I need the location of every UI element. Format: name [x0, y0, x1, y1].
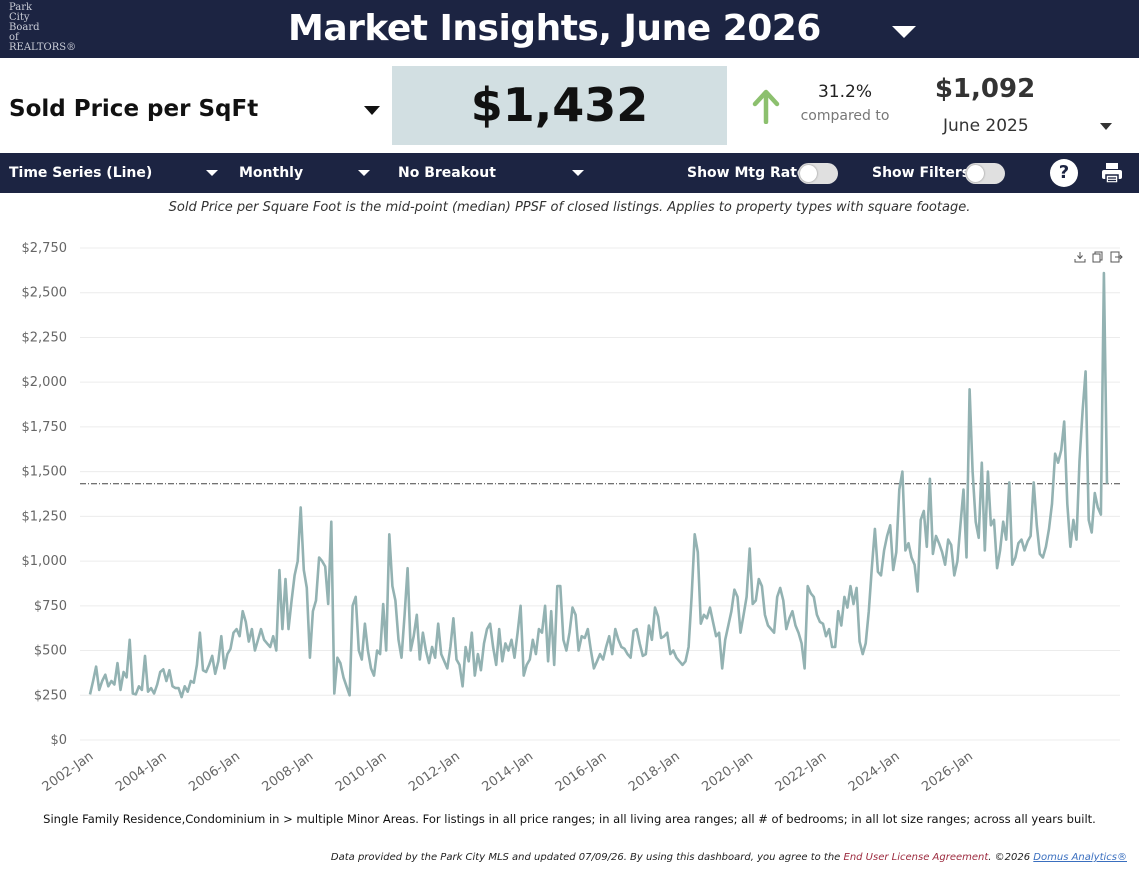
- y-tick-label: $1,750: [22, 420, 68, 435]
- prior-period-dropdown[interactable]: June 2025: [943, 116, 1029, 136]
- x-tick-label: 2016-Jan: [553, 749, 610, 795]
- x-tick-label: 2006-Jan: [186, 749, 243, 795]
- caret-down-icon[interactable]: [358, 170, 370, 176]
- print-icon[interactable]: [1100, 161, 1124, 185]
- logo-line-2: City: [9, 12, 30, 23]
- filters-label: Show Filters:: [872, 165, 976, 181]
- logo-line-4: of: [9, 32, 19, 43]
- caret-down-icon: [364, 106, 380, 115]
- help-button[interactable]: ?: [1050, 159, 1078, 187]
- interval-label: Monthly: [239, 165, 304, 181]
- x-tick-label: 2022-Jan: [773, 749, 830, 795]
- footer: Data provided by the Park City MLS and u…: [331, 852, 1127, 863]
- filters-note: Single Family Residence,Condominium in >…: [43, 812, 1096, 826]
- x-tick-label: 2014-Jan: [480, 749, 537, 795]
- caret-down-icon[interactable]: [572, 170, 584, 176]
- y-tick-label: $500: [34, 644, 67, 659]
- x-tick-label: 2010-Jan: [333, 749, 390, 795]
- eula-link[interactable]: End User License Agreement: [843, 852, 989, 863]
- compared-label: compared to: [800, 108, 890, 124]
- export-icon[interactable]: [1110, 251, 1123, 263]
- footer-text-copyright: . ©2026: [988, 852, 1034, 863]
- y-tick-label: $250: [34, 688, 67, 703]
- y-tick-label: $2,500: [22, 286, 68, 301]
- logo-line-5: REALTORS®: [9, 42, 77, 53]
- y-tick-label: $0: [50, 733, 67, 748]
- caret-down-icon[interactable]: [206, 170, 218, 176]
- y-tick-label: $1,250: [22, 509, 68, 524]
- mtg-rate-label: Show Mtg Rate:: [687, 165, 813, 181]
- metric-description: Sold Price per Square Foot is the mid-po…: [168, 200, 971, 215]
- caret-down-icon[interactable]: [1100, 123, 1112, 130]
- metric-label: Sold Price per SqFt: [9, 96, 259, 122]
- x-tick-label: 2008-Jan: [260, 749, 317, 795]
- kpi-value: $1,432: [470, 78, 649, 132]
- x-tick-label: 2026-Jan: [919, 749, 976, 795]
- download-icon[interactable]: [1074, 252, 1086, 263]
- breakout-label: No Breakout: [398, 165, 496, 181]
- logo-line-3: Board: [9, 22, 40, 33]
- x-tick-label: 2018-Jan: [626, 749, 683, 795]
- arrow-up-icon: [752, 89, 780, 124]
- kpi-value-box: $1,432: [392, 66, 727, 145]
- time-series-chart: $0 $250 $500 $750 $1,000 $1,250 $1,500 $1,750 $2…: [22, 241, 1120, 795]
- series-line: [88, 271, 1109, 699]
- y-tick-label: $1,000: [22, 554, 68, 569]
- chart-type-dropdown[interactable]: Time Series (Line): [9, 153, 152, 193]
- y-tick-label: $2,000: [22, 375, 68, 390]
- x-tick-label: 2020-Jan: [699, 749, 756, 795]
- filters-toggle[interactable]: [965, 163, 1005, 184]
- x-tick-label: 2002-Jan: [40, 749, 97, 795]
- domus-analytics-link[interactable]: Domus Analytics®: [1033, 852, 1127, 863]
- change-percent: 31.2%: [817, 82, 872, 102]
- footer-text: Data provided by the Park City MLS and u…: [330, 852, 844, 863]
- page-title: Market Insights, June 2026: [288, 8, 821, 49]
- y-tick-label: $2,750: [22, 241, 68, 256]
- toolbar: Time Series (Line) Monthly No Breakout S…: [0, 153, 1139, 193]
- toggle-knob: [800, 165, 817, 182]
- copy-icon[interactable]: [1092, 251, 1103, 263]
- x-tick-label: 2012-Jan: [406, 749, 463, 795]
- prior-value: $1,092: [934, 74, 1036, 104]
- metric-dropdown[interactable]: Sold Price per SqFt: [0, 66, 390, 150]
- breakout-dropdown[interactable]: No Breakout: [398, 153, 496, 193]
- x-tick-label: 2004-Jan: [113, 749, 170, 795]
- toggle-knob: [967, 165, 984, 182]
- interval-dropdown[interactable]: Monthly: [239, 153, 303, 193]
- logo-line-1: Park: [9, 2, 33, 13]
- title-bar: Park City Board of REALTORS® Market Insi…: [0, 0, 1139, 58]
- mtg-rate-toggle[interactable]: [798, 163, 838, 184]
- x-tick-label: 2024-Jan: [846, 749, 903, 795]
- y-tick-label: $2,250: [22, 330, 68, 345]
- chart-tools: [1074, 248, 1130, 263]
- title-dropdown-icon[interactable]: [892, 26, 916, 38]
- y-tick-label: $1,500: [22, 465, 68, 480]
- y-tick-label: $750: [34, 599, 67, 614]
- logo: Park City Board of REALTORS®: [9, 3, 79, 53]
- chart-type-label: Time Series (Line): [9, 165, 153, 181]
